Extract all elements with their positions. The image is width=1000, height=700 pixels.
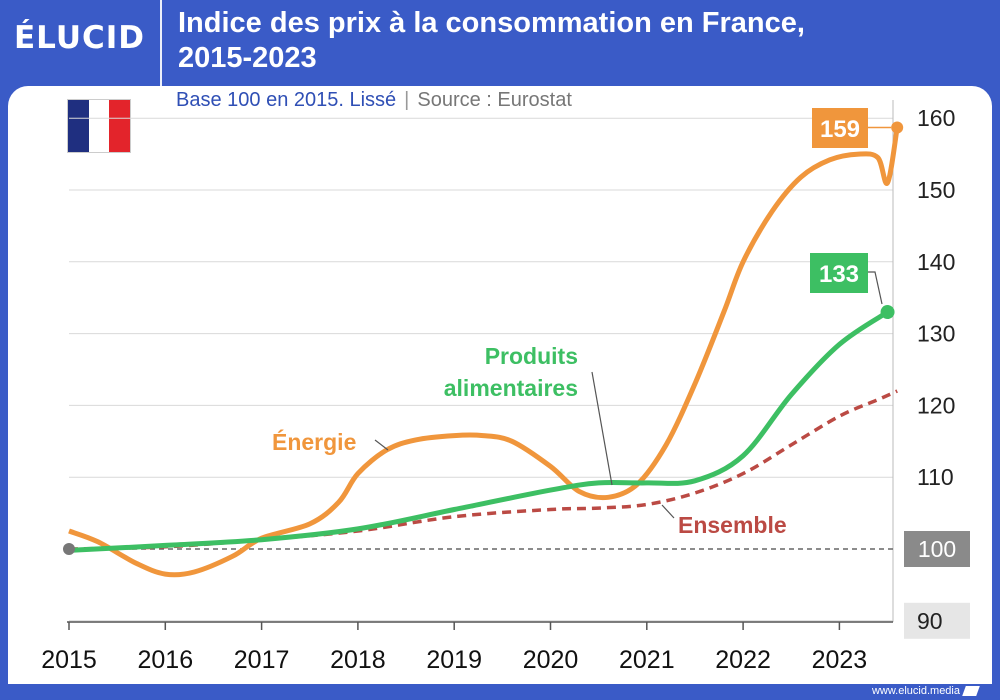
x-tick-label-2022: 2022 [715, 646, 771, 674]
series-label-leader-energie [374, 439, 389, 451]
y-tick-label-90: 90 [917, 608, 943, 634]
y-tick-box-90 [904, 602, 970, 639]
end-label-leader-alimentaires [868, 271, 883, 305]
y-tick-label-130: 130 [917, 321, 955, 347]
chart-panel [8, 86, 992, 684]
subtitle-source: Source : Eurostat [417, 89, 572, 111]
y-tick-label-150: 150 [917, 177, 955, 203]
end-label-box-energie [812, 108, 868, 148]
y-tick-label-120: 120 [917, 392, 955, 418]
logo-divider [160, 0, 162, 86]
endpoint-energie [891, 121, 904, 134]
elucid-logo: ÉLUCID [14, 20, 146, 56]
x-tick-label-2019: 2019 [426, 646, 482, 674]
subtitle-base: Base 100 en 2015. Lissé [176, 89, 397, 111]
start-point [63, 543, 75, 555]
chart-title-line2: 2015-2023 [178, 42, 317, 74]
x-tick-label-2020: 2020 [523, 646, 579, 674]
y-tick-label-160: 160 [917, 105, 955, 131]
chart-title: Indice des prix à la consommation en Fra… [178, 6, 978, 76]
series-line-alimentaires [68, 310, 889, 553]
series-label-ensemble: Ensemble [678, 512, 787, 538]
y-tick-label-140: 140 [917, 249, 955, 275]
subtitle-separator: | [404, 89, 410, 111]
end-label-alimentaires: 133 [819, 261, 859, 288]
series-label-alimentaires-line2: alimentaires [444, 375, 578, 401]
x-tick-label-2018: 2018 [330, 646, 386, 674]
x-tick-label-2021: 2021 [619, 646, 675, 674]
x-tick-label-2016: 2016 [137, 646, 193, 674]
x-tick-label-2023: 2023 [812, 646, 868, 674]
series-label-leader-alimentaires [591, 371, 613, 486]
chart-title-line1: Indice des prix à la consommation en Fra… [178, 7, 805, 39]
x-tick-label-2015: 2015 [41, 646, 97, 674]
footer-bar [0, 684, 1000, 700]
series-label-alimentaires-line1: Produits [485, 343, 578, 369]
series-line-ensemble [68, 389, 898, 551]
y-tick-label-110: 110 [917, 464, 954, 490]
end-label-energie: 159 [820, 116, 860, 143]
france-flag-icon [68, 100, 131, 152]
footer-url: www.elucid.media [871, 685, 960, 697]
y-tick-label-100: 100 [918, 536, 956, 562]
endpoint-alimentaires [880, 305, 895, 320]
y-tick-box-100 [904, 531, 970, 567]
end-label-box-alimentaires [810, 253, 868, 293]
chart-subtitle: Base 100 en 2015. Lissé | Source : Eurosta… [176, 89, 572, 112]
series-line-energie [68, 127, 900, 578]
header-bar: ÉLUCID Indice des prix à la consommation… [0, 0, 1000, 86]
series-label-energie: Énergie [272, 428, 356, 455]
x-tick-label-2017: 2017 [234, 646, 290, 674]
series-label-leader-ensemble [661, 504, 675, 519]
